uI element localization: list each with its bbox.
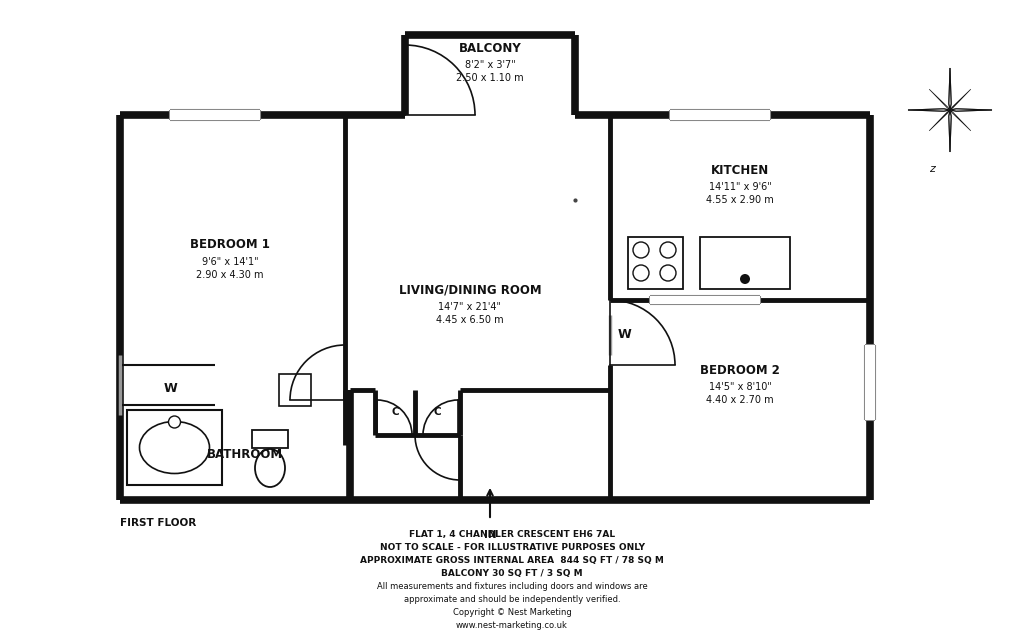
Text: 4.55 x 2.90 m: 4.55 x 2.90 m [707, 195, 774, 205]
Circle shape [169, 416, 180, 428]
Text: www.nest-marketing.co.uk: www.nest-marketing.co.uk [456, 621, 568, 630]
Text: 4.45 x 6.50 m: 4.45 x 6.50 m [436, 315, 504, 325]
Bar [170, 110, 260, 120]
Bar [670, 110, 770, 120]
Ellipse shape [255, 449, 285, 487]
Polygon shape [949, 110, 951, 152]
Text: 14'7" x 21'4": 14'7" x 21'4" [438, 302, 502, 312]
Text: 14'11" x 9'6": 14'11" x 9'6" [709, 182, 771, 192]
Polygon shape [929, 110, 950, 131]
Polygon shape [908, 109, 950, 111]
Text: 14'5" x 8'10": 14'5" x 8'10" [709, 382, 771, 392]
Polygon shape [949, 110, 951, 152]
Text: Copyright © Nest Marketing: Copyright © Nest Marketing [453, 608, 571, 617]
Text: BEDROOM 1: BEDROOM 1 [190, 238, 270, 252]
Text: IN: IN [483, 530, 497, 540]
Text: W: W [163, 381, 177, 394]
Text: BATHROOM: BATHROOM [207, 449, 283, 461]
Text: All measurements and fixtures including doors and windows are: All measurements and fixtures including … [377, 582, 647, 591]
Circle shape [633, 265, 649, 281]
Text: APPROXIMATE GROSS INTERNAL AREA  844 SQ FT / 78 SQ M: APPROXIMATE GROSS INTERNAL AREA 844 SQ F… [360, 556, 664, 565]
Polygon shape [950, 110, 971, 131]
Text: 9'6" x 14'1": 9'6" x 14'1" [202, 257, 258, 267]
Text: 2.90 x 4.30 m: 2.90 x 4.30 m [197, 270, 264, 280]
Circle shape [660, 265, 676, 281]
Circle shape [740, 274, 750, 284]
Polygon shape [950, 109, 992, 111]
Text: BALCONY 30 SQ FT / 3 SQ M: BALCONY 30 SQ FT / 3 SQ M [441, 569, 583, 578]
Bar [628, 237, 683, 289]
Bar [650, 296, 760, 304]
Text: LIVING/DINING ROOM: LIVING/DINING ROOM [398, 284, 542, 296]
Text: FLAT 1, 4 CHANDLER CRESCENT EH6 7AL: FLAT 1, 4 CHANDLER CRESCENT EH6 7AL [409, 530, 615, 539]
Text: NOT TO SCALE - FOR ILLUSTRATIVE PURPOSES ONLY: NOT TO SCALE - FOR ILLUSTRATIVE PURPOSES… [380, 543, 644, 552]
Circle shape [633, 242, 649, 258]
Text: KITCHEN: KITCHEN [711, 164, 769, 176]
Text: approximate and should be independently verified.: approximate and should be independently … [403, 595, 621, 604]
Text: C: C [391, 407, 398, 417]
Text: 4.40 x 2.70 m: 4.40 x 2.70 m [707, 395, 774, 405]
Polygon shape [908, 109, 950, 111]
Text: W: W [618, 328, 632, 341]
Circle shape [660, 242, 676, 258]
Bar [279, 374, 311, 406]
Text: 8'2" x 3'7": 8'2" x 3'7" [465, 60, 515, 70]
Bar [865, 345, 874, 420]
Text: BEDROOM 2: BEDROOM 2 [700, 364, 780, 376]
Polygon shape [950, 89, 971, 110]
Text: FIRST FLOOR: FIRST FLOOR [120, 518, 197, 528]
Polygon shape [949, 68, 951, 110]
Ellipse shape [139, 422, 210, 473]
Bar [252, 430, 288, 448]
Text: z: z [929, 164, 935, 174]
Text: C: C [433, 407, 440, 417]
Bar [127, 410, 222, 485]
Text: BALCONY: BALCONY [459, 42, 521, 54]
Bar [700, 237, 790, 289]
Polygon shape [949, 68, 951, 110]
Polygon shape [929, 89, 950, 110]
Polygon shape [950, 109, 992, 111]
Text: 2.50 x 1.10 m: 2.50 x 1.10 m [456, 73, 524, 83]
